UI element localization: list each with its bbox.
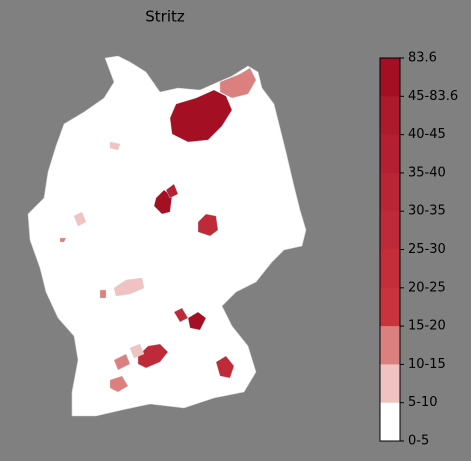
colorbar-band [380,172,400,212]
colorbar-label: 40-45 [408,127,446,142]
region-highlight [197,213,219,237]
colorbar-band [380,402,400,442]
region-highlight [137,343,169,369]
colorbar-label: 25-30 [408,242,446,257]
region-highlight [59,237,67,243]
colorbar-band [380,96,400,136]
colorbar-band [380,58,400,97]
colorbar-label: 35-40 [408,165,446,180]
colorbar-band [380,364,400,404]
colorbar-label: 83.6 [408,51,437,66]
colorbar: 83.6 45-83.6 40-45 35-40 30-35 25-30 20-25 15-2… [379,51,458,449]
region-highlight [169,89,233,143]
colorbar-label: 10-15 [408,357,446,372]
region-highlight [129,343,145,359]
colorbar-band [380,134,400,174]
region-highlight [73,211,87,227]
colorbar-band [380,326,400,365]
colorbar-label: 5-10 [408,395,438,410]
region-highlight [99,289,107,299]
region-highlight [113,277,145,297]
germany-map [27,55,307,417]
region-highlight [173,307,189,323]
colorbar-label: 15-20 [408,319,446,334]
region-highlight [113,353,131,371]
region-highlight [165,183,179,199]
region-highlight [109,141,121,151]
colorbar-band [380,211,400,250]
region-highlight [153,189,173,215]
country-outline [27,55,307,417]
colorbar-band [380,287,400,327]
colorbar-label: 20-25 [408,280,446,295]
colorbar-label: 30-35 [408,204,446,219]
region-highlight [109,375,129,393]
colorbar-label: 0-5 [408,434,429,449]
region-highlight [187,311,207,331]
region-highlight [219,67,257,99]
colorbar-label: 45-83.6 [408,89,458,104]
region-highlight [215,355,235,379]
colorbar-band [380,249,400,289]
map-title: Stritz [145,8,185,26]
